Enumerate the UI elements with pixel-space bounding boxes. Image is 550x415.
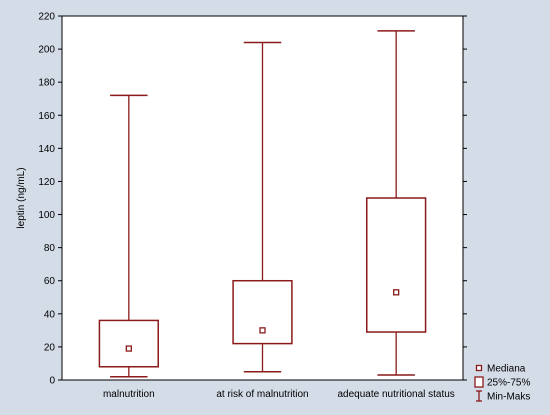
median-marker (125, 345, 132, 352)
y-tick-label: 100 (38, 210, 55, 221)
legend: Mediana 25%-75% Min-Maks (474, 364, 530, 403)
y-axis-title: leptin (ng/mL) (16, 167, 27, 228)
y-tick-label: 180 (38, 78, 55, 89)
y-tick-label: 20 (44, 342, 56, 353)
legend-median-swatch (475, 364, 483, 372)
y-tick-label: 0 (49, 376, 55, 387)
x-category-label: malnutrition (103, 389, 155, 400)
y-tick-label: 120 (38, 177, 55, 188)
box-3 (366, 30, 427, 376)
box-series (98, 30, 427, 378)
legend-iqr-swatch (474, 376, 484, 388)
y-tick-label: 80 (44, 243, 56, 254)
box-2 (232, 41, 293, 373)
legend-label: Mediana (487, 364, 526, 375)
y-tick-label: 220 (38, 12, 55, 23)
y-tick-label: 160 (38, 111, 55, 122)
median-marker (393, 289, 400, 296)
iqr-box (366, 197, 427, 333)
x-category-label: at risk of malnutrition (216, 389, 308, 400)
legend-label: 25%-75% (487, 378, 530, 389)
median-marker (259, 327, 266, 334)
y-tick-label: 40 (44, 309, 56, 320)
x-axis-labels: malnutrition at risk of malnutrition adequ… (103, 389, 455, 400)
y-axis-ticks: 0 20 40 60 80 100 120 140 160 180 200 220 (38, 12, 467, 387)
legend-label: Min-Maks (487, 392, 530, 403)
y-tick-label: 60 (44, 276, 56, 287)
iqr-box (232, 279, 293, 345)
y-tick-label: 200 (38, 45, 55, 56)
box-1 (98, 94, 159, 378)
y-tick-label: 140 (38, 144, 55, 155)
x-category-label: adequate nutritional status (338, 389, 455, 400)
iqr-box (98, 319, 159, 368)
